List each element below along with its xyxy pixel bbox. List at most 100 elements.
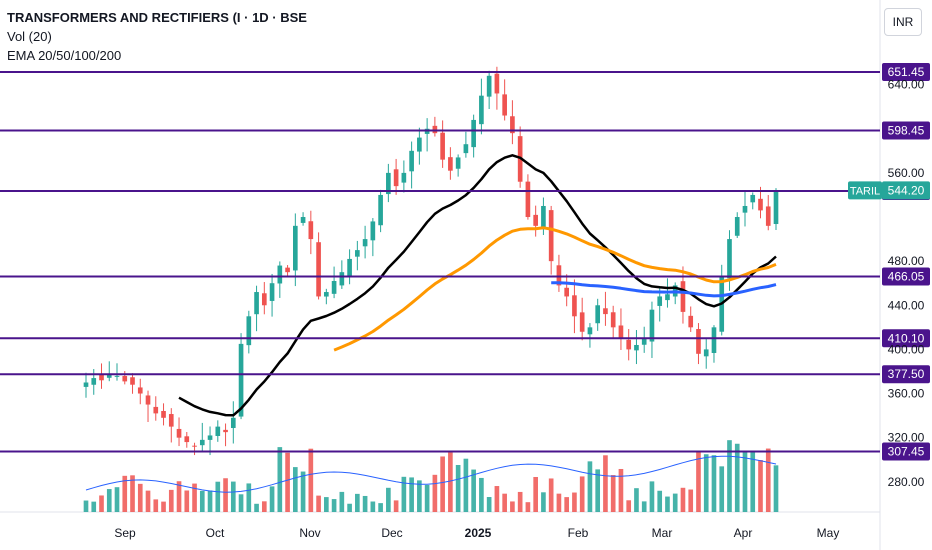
volume-bar (525, 502, 531, 512)
candle-body (308, 221, 314, 240)
volume-bar (626, 500, 632, 512)
ema50-line (333, 226, 777, 352)
volume-bar (758, 460, 763, 512)
volume-bar (393, 500, 399, 512)
volume-bar (750, 450, 756, 512)
volume-bar (572, 492, 577, 512)
volume-bar (517, 491, 523, 512)
candle-body (168, 414, 174, 427)
volume-bar (386, 487, 391, 512)
candle-body (440, 132, 445, 160)
volume-bar (455, 464, 461, 512)
volume-bar (672, 493, 678, 512)
volume-bar (230, 481, 236, 512)
volume-bar (479, 477, 484, 512)
volume-bar (339, 491, 345, 512)
candle-body (137, 387, 143, 394)
candle-body (83, 382, 89, 387)
candle-body (448, 157, 453, 171)
price-tick-label: 400.00 (888, 342, 925, 356)
candle-body (703, 349, 709, 357)
horizontal-levels: 651.45598.45543.60466.05410.10377.50307.… (0, 63, 930, 461)
time-tick-label: Apr (734, 526, 753, 540)
candle-body (641, 338, 647, 345)
candle-body (184, 436, 190, 443)
candle-body (316, 242, 321, 297)
volume-bar (696, 451, 701, 512)
price-axis: 280.00 320.00 360.00 400.00 440.00 480.00 560.… (848, 78, 930, 489)
candle-body (300, 217, 306, 223)
volume-bar (130, 475, 135, 512)
level-label: 651.45 (888, 65, 925, 79)
volume-bar (331, 499, 337, 512)
volume-bar (254, 503, 259, 512)
ema-indicator-label[interactable]: EMA 20/50/100/200 (7, 48, 122, 63)
volume-bar (641, 501, 647, 512)
symbol-tag-label: TARIL (850, 185, 880, 197)
volume-bar (541, 492, 546, 512)
candle-body (502, 94, 507, 116)
last-price-bg (882, 181, 930, 200)
candle-body (153, 406, 159, 414)
price-tick-label: 480.00 (888, 254, 925, 268)
level-label: 377.50 (888, 367, 925, 381)
volume-ma-line (85, 455, 777, 493)
candle-body (618, 325, 624, 339)
candle-body (393, 169, 399, 187)
volume-indicator-label[interactable]: Vol (20) (7, 29, 52, 44)
level-label: 466.05 (888, 270, 925, 284)
candle-body (324, 292, 329, 297)
candle-body (587, 327, 593, 335)
candle-body (355, 250, 360, 257)
candle-body (696, 329, 701, 354)
volume-bar (176, 481, 182, 512)
candle-body (773, 190, 779, 225)
candle-body (215, 426, 221, 436)
volume-bar (463, 458, 469, 512)
time-tick-label: Sep (114, 526, 136, 540)
candle-body (285, 267, 290, 273)
chart-legend: TRANSFORMERS AND RECTIFIERS (I · 1D · BS… (7, 8, 307, 65)
candle-body (223, 429, 228, 433)
candle-body (277, 265, 283, 284)
volume-bar (494, 486, 500, 512)
candle-body (378, 194, 383, 226)
candle-body (199, 439, 205, 446)
candles (83, 66, 779, 456)
candle-body (192, 445, 197, 447)
candle-body (564, 287, 569, 297)
symbol-title: TRANSFORMERS AND RECTIFIERS (I · 1D · BS… (7, 10, 307, 25)
candle-body (362, 239, 368, 247)
volume-bars (83, 440, 779, 512)
candle-body (386, 172, 391, 195)
volume-bar (277, 447, 283, 512)
level-label: 307.45 (888, 445, 925, 459)
volume-bar (246, 483, 252, 512)
volume-bar (424, 484, 430, 512)
volume-bar (502, 493, 507, 512)
candle-body (370, 221, 376, 241)
time-tick-label: Feb (568, 526, 589, 540)
price-tick-label: 440.00 (888, 298, 925, 312)
ema-lines (178, 154, 777, 417)
volume-bar (634, 488, 639, 512)
volume-bar (587, 461, 593, 512)
candle-body (758, 198, 763, 211)
candle-body (130, 377, 135, 385)
volume-bar (742, 451, 748, 512)
volume-bar (734, 443, 740, 512)
candle-body (238, 343, 244, 417)
time-tick-label: Mar (652, 526, 673, 540)
time-tick-label: Oct (206, 526, 225, 540)
currency-button[interactable]: INR (884, 8, 922, 36)
volume-bar (106, 489, 112, 512)
volume-bar (83, 500, 89, 512)
candle-body (665, 294, 670, 301)
volume-bar (440, 456, 445, 512)
volume-bar (556, 493, 562, 512)
volume-bar (727, 440, 732, 512)
volume-bar (370, 501, 376, 512)
candle-body (486, 75, 492, 97)
symbol-tag-bg (848, 181, 882, 200)
